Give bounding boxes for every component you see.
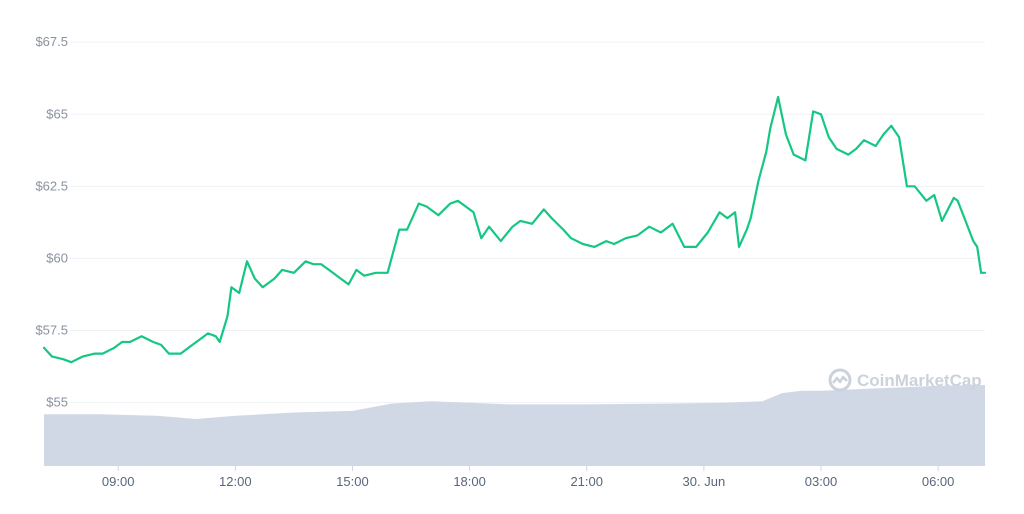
coinmarketcap-logo-icon <box>828 368 852 392</box>
x-tick-label: 30. Jun <box>683 474 726 489</box>
x-tick-label: 12:00 <box>219 474 252 489</box>
coinmarketcap-watermark: CoinMarketCap <box>828 368 982 392</box>
y-axis: $55 $57.5 $60 $62.5 $65 $67.5 <box>35 34 68 409</box>
price-line <box>42 95 987 364</box>
x-axis: 09:00 12:00 15:00 18:00 21:00 30. Jun 03:00 06:… <box>102 466 955 489</box>
volume-layer <box>44 385 985 466</box>
y-tick-label: $55 <box>46 395 68 410</box>
volume-area <box>44 385 985 466</box>
y-tick-label: $65 <box>46 106 68 121</box>
x-tick-label: 15:00 <box>336 474 369 489</box>
y-tick-label: $67.5 <box>35 34 68 49</box>
x-tick-label: 03:00 <box>805 474 838 489</box>
x-tick-label: 06:00 <box>922 474 955 489</box>
x-tick-label: 09:00 <box>102 474 135 489</box>
watermark-text: CoinMarketCap <box>857 371 982 390</box>
y-tick-label: $62.5 <box>35 178 68 193</box>
coinmarketcap-logo-wave <box>832 375 848 384</box>
y-tick-label: $57.5 <box>35 322 68 337</box>
x-tick-label: 18:00 <box>453 474 486 489</box>
line-layer <box>42 95 987 364</box>
x-tick-label: 21:00 <box>570 474 603 489</box>
y-tick-label: $60 <box>46 250 68 265</box>
